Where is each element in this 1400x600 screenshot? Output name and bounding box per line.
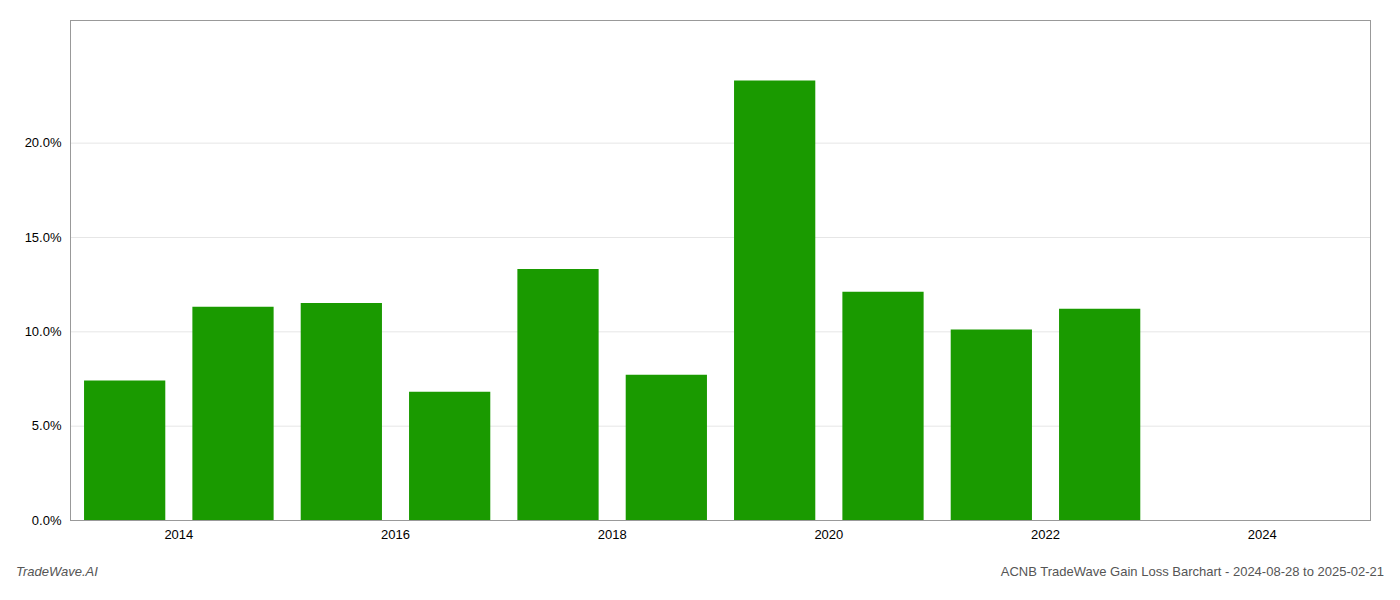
svg-text:5.0%: 5.0% — [32, 418, 62, 433]
html-text:TradeWave.AI: TradeWave.AI — [16, 564, 98, 579]
svg-text:0.0%: 0.0% — [32, 513, 62, 528]
html-text:ACNB TradeWave Gain Loss Barch: ACNB TradeWave Gain Loss Barchart - 2024… — [1000, 564, 1384, 579]
svg-text:15.0%: 15.0% — [25, 230, 62, 245]
svg-text:10.0%: 10.0% — [25, 324, 62, 339]
svg-text:2014: 2014 — [164, 527, 193, 542]
svg-text:20.0%: 20.0% — [25, 135, 62, 150]
svg-text:2016: 2016 — [381, 527, 410, 542]
svg-text:2020: 2020 — [814, 527, 843, 542]
svg-text:2024: 2024 — [1248, 527, 1277, 542]
svg-text:2022: 2022 — [1031, 527, 1060, 542]
svg-text:2018: 2018 — [598, 527, 627, 542]
